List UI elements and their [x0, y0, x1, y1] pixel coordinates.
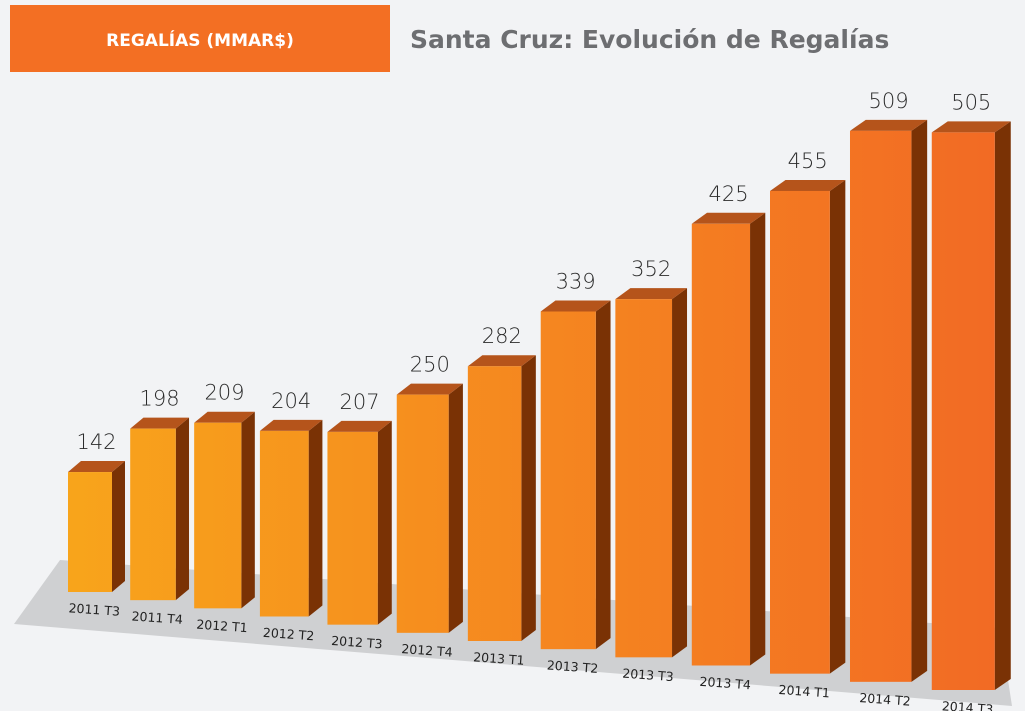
bar-side — [521, 355, 536, 641]
bar — [194, 422, 242, 609]
value-label: 282 — [482, 324, 522, 348]
bar — [931, 132, 995, 690]
value-label: 207 — [340, 390, 380, 414]
value-label: 455 — [788, 149, 828, 173]
chart-title: Santa Cruz: Evolución de Regalías — [410, 25, 889, 54]
category-label: 2013 T2 — [546, 657, 598, 676]
bar-side — [595, 300, 611, 650]
category-label: 2012 T2 — [262, 625, 314, 644]
bar — [540, 311, 596, 650]
bar — [130, 428, 176, 601]
bar-side — [175, 417, 190, 601]
value-label: 142 — [76, 430, 116, 454]
category-label: 2014 T3 — [941, 698, 993, 711]
category-label: 2013 T1 — [473, 649, 525, 668]
category-label: 2014 T2 — [859, 690, 911, 709]
bar-top — [467, 355, 536, 367]
category-label: 2011 T3 — [68, 600, 120, 619]
bar-top — [691, 212, 766, 224]
header-box — [10, 5, 390, 72]
bar-side — [750, 212, 766, 666]
category-label: 2013 T4 — [699, 674, 751, 693]
bar — [770, 190, 830, 674]
bar-top — [130, 417, 190, 429]
bar-side — [241, 411, 255, 609]
bar-top — [259, 419, 323, 431]
bar-top — [540, 300, 611, 312]
bar — [68, 472, 112, 592]
category-label: 2011 T4 — [131, 608, 183, 627]
bar-top — [931, 121, 1011, 133]
bar-top — [396, 383, 463, 395]
category-label: 2014 T1 — [778, 682, 830, 701]
category-label: 2012 T4 — [401, 641, 453, 660]
category-label: 2013 T3 — [622, 666, 674, 685]
bar — [615, 299, 673, 658]
header-label: REGALÍAS (MMAR$) — [106, 29, 294, 51]
bar — [691, 223, 751, 666]
value-label: 509 — [869, 89, 909, 113]
bar — [849, 130, 912, 682]
value-label: 204 — [271, 389, 311, 413]
bar-side — [672, 288, 688, 658]
category-label: 2012 T3 — [331, 633, 383, 652]
value-label: 425 — [708, 182, 748, 206]
bar-side — [994, 121, 1011, 690]
bar-top — [68, 461, 125, 473]
bar-top — [327, 420, 392, 432]
bar-side — [448, 383, 463, 633]
bar — [327, 431, 378, 625]
value-label: 209 — [204, 381, 244, 405]
value-label: 250 — [410, 353, 450, 377]
bar-top — [770, 179, 846, 191]
value-label: 352 — [631, 257, 671, 281]
bar — [396, 394, 449, 633]
bar — [467, 366, 522, 641]
bar-top — [849, 119, 928, 131]
bar-side — [112, 461, 125, 592]
bar-top — [615, 288, 688, 300]
bar-side — [377, 420, 392, 625]
bar-top — [194, 411, 255, 423]
bar — [259, 430, 309, 617]
bar-side — [911, 119, 928, 682]
value-label: 198 — [140, 387, 180, 411]
bar-side — [829, 179, 846, 674]
bar-side — [308, 419, 323, 617]
value-label: 339 — [556, 269, 596, 293]
value-label: 505 — [951, 90, 991, 114]
category-label: 2012 T1 — [196, 617, 248, 636]
